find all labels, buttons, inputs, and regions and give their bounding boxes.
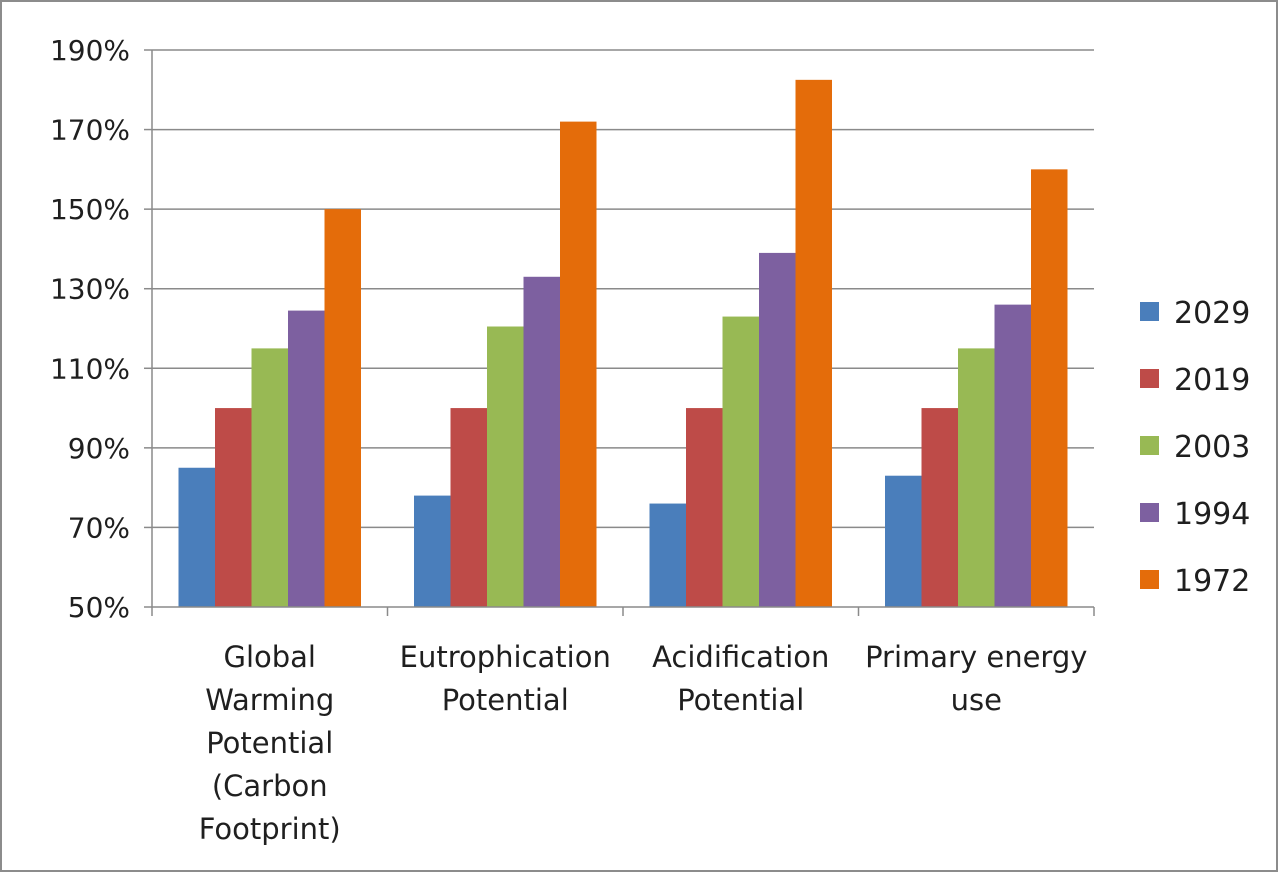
category-label: Global [223,640,316,674]
bar-1994-0 [288,310,325,607]
category-label: Eutrophication [400,640,611,674]
bar-2029-3 [885,475,922,607]
legend-swatch-1972 [1140,570,1159,589]
legend-swatch-2003 [1140,436,1159,455]
bar-1972-3 [1031,169,1068,607]
y-tick-label: 170% [50,114,130,147]
legend-swatch-2029 [1140,302,1159,321]
bar-2003-1 [487,326,524,607]
category-label: Primary energy [865,640,1087,674]
bar-1994-3 [994,304,1031,607]
bar-2029-2 [649,503,686,607]
bar-2003-2 [722,316,759,607]
y-tick-label: 110% [50,352,130,385]
legend-swatch-1994 [1140,503,1159,522]
legend-label-2019: 2019 [1174,363,1250,398]
category-label: Potential [677,683,804,717]
y-tick-label: 150% [50,193,130,226]
category-label: Warming [205,683,334,717]
bar-1972-1 [560,121,597,607]
bar-1972-0 [324,209,361,607]
y-tick-label: 90% [68,432,130,465]
category-label: Acidification [652,640,829,674]
y-tick-label: 190% [50,34,130,67]
category-labels: Global Warming Potential (Carbon Footprint) E… [199,640,1088,846]
legend-label-1972: 1972 [1174,564,1250,599]
legend-label-2029: 2029 [1174,296,1250,331]
category-label: use [951,683,1002,717]
bar-2019-0 [215,408,252,607]
bar-1972-2 [795,79,832,607]
axes [144,49,1095,616]
bars [178,79,1068,607]
y-tick-label: 70% [68,511,130,544]
bar-2019-2 [686,408,723,607]
category-label: Potential [206,726,333,760]
bar-1994-2 [759,252,796,607]
category-label: Potential [442,683,569,717]
category-label: Footprint) [199,812,341,846]
bar-2003-3 [958,348,995,607]
legend-swatch-2019 [1140,369,1159,388]
bar-2029-0 [178,467,215,607]
category-label: (Carbon [212,769,328,803]
bar-2019-3 [921,408,958,607]
y-tick-label: 50% [68,591,130,624]
bar-2019-1 [450,408,487,607]
bar-2029-1 [414,495,451,607]
bar-2003-0 [251,348,288,607]
legend-label-1994: 1994 [1174,497,1250,532]
y-tick-labels: 50% 70% 90% 110% 130% 150% 170% 190% [50,34,130,624]
legend: 2029 2019 2003 1994 1972 [1140,296,1250,599]
bar-1994-1 [523,276,560,607]
y-tick-label: 130% [50,273,130,306]
legend-label-2003: 2003 [1174,430,1250,465]
